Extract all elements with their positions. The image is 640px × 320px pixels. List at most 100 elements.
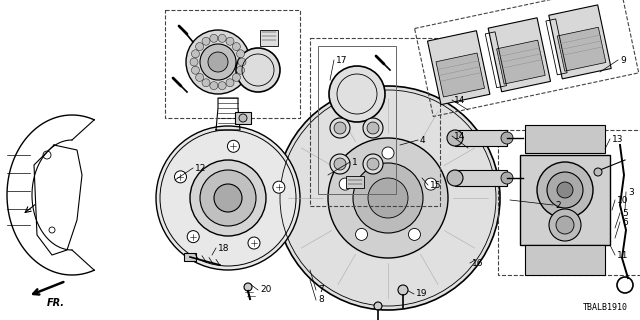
Circle shape xyxy=(208,52,228,72)
Text: 8: 8 xyxy=(318,295,324,305)
Circle shape xyxy=(276,86,500,310)
Circle shape xyxy=(363,118,383,138)
Circle shape xyxy=(210,82,218,90)
Circle shape xyxy=(214,184,242,212)
Circle shape xyxy=(200,44,236,80)
Polygon shape xyxy=(548,5,611,79)
Bar xyxy=(498,130,640,275)
Text: 14: 14 xyxy=(454,95,465,105)
Circle shape xyxy=(236,48,280,92)
Text: 20: 20 xyxy=(260,285,271,294)
Polygon shape xyxy=(184,253,196,261)
Text: 6: 6 xyxy=(622,218,628,227)
Circle shape xyxy=(202,79,210,87)
Bar xyxy=(520,155,610,245)
Circle shape xyxy=(367,122,379,134)
Circle shape xyxy=(200,170,256,226)
Circle shape xyxy=(447,170,463,186)
Bar xyxy=(310,38,440,206)
Text: 9: 9 xyxy=(620,55,626,65)
Circle shape xyxy=(237,66,244,74)
Circle shape xyxy=(196,73,204,81)
Circle shape xyxy=(547,172,583,208)
Circle shape xyxy=(408,228,420,240)
Bar xyxy=(525,245,605,275)
Circle shape xyxy=(248,237,260,249)
Circle shape xyxy=(188,231,199,243)
Text: FR.: FR. xyxy=(47,298,65,308)
Bar xyxy=(455,170,507,186)
Text: 19: 19 xyxy=(416,290,428,299)
Circle shape xyxy=(237,50,244,58)
Circle shape xyxy=(330,154,350,174)
Bar xyxy=(318,46,396,194)
Circle shape xyxy=(190,58,198,66)
Circle shape xyxy=(398,285,408,295)
Circle shape xyxy=(232,73,241,81)
Text: 3: 3 xyxy=(628,188,634,196)
Circle shape xyxy=(594,168,602,176)
Circle shape xyxy=(368,178,408,218)
Text: 13: 13 xyxy=(612,134,623,143)
Bar xyxy=(346,176,364,188)
Circle shape xyxy=(232,43,241,51)
Circle shape xyxy=(273,181,285,193)
Circle shape xyxy=(353,163,423,233)
Text: 7: 7 xyxy=(318,285,324,294)
Circle shape xyxy=(196,43,204,51)
Polygon shape xyxy=(497,40,545,84)
Circle shape xyxy=(202,37,210,45)
Circle shape xyxy=(557,182,573,198)
Text: 18: 18 xyxy=(218,244,230,252)
Text: 17: 17 xyxy=(336,55,348,65)
Circle shape xyxy=(549,209,581,241)
Circle shape xyxy=(226,37,234,45)
Text: 14: 14 xyxy=(454,132,465,140)
Text: 16: 16 xyxy=(472,259,483,268)
Bar xyxy=(235,112,251,124)
Circle shape xyxy=(239,114,247,122)
Circle shape xyxy=(186,30,250,94)
Circle shape xyxy=(363,154,383,174)
Polygon shape xyxy=(557,27,606,71)
Text: 4: 4 xyxy=(420,135,426,145)
Circle shape xyxy=(501,132,513,144)
Circle shape xyxy=(191,66,200,74)
Circle shape xyxy=(447,130,463,146)
Bar xyxy=(455,130,507,146)
Circle shape xyxy=(210,34,218,42)
Bar xyxy=(415,0,639,116)
Polygon shape xyxy=(436,53,484,97)
Circle shape xyxy=(374,302,382,310)
Text: 11: 11 xyxy=(617,251,628,260)
Text: 10: 10 xyxy=(617,196,628,204)
Circle shape xyxy=(244,283,252,291)
Text: 5: 5 xyxy=(622,209,628,218)
Circle shape xyxy=(238,58,246,66)
Circle shape xyxy=(175,171,186,183)
Circle shape xyxy=(330,118,350,138)
Bar xyxy=(525,125,605,153)
Circle shape xyxy=(218,34,226,42)
Text: 2: 2 xyxy=(555,201,561,210)
Circle shape xyxy=(190,160,266,236)
Text: 12: 12 xyxy=(195,164,206,172)
Circle shape xyxy=(382,147,394,159)
Circle shape xyxy=(191,50,200,58)
Polygon shape xyxy=(428,31,490,105)
Circle shape xyxy=(367,158,379,170)
Circle shape xyxy=(328,138,448,258)
Circle shape xyxy=(329,66,385,122)
Circle shape xyxy=(537,162,593,218)
Text: TBALB1910: TBALB1910 xyxy=(583,303,628,312)
Circle shape xyxy=(218,82,226,90)
Circle shape xyxy=(425,178,436,190)
Circle shape xyxy=(556,216,574,234)
Circle shape xyxy=(334,158,346,170)
Bar xyxy=(165,10,300,118)
Circle shape xyxy=(156,126,300,270)
Circle shape xyxy=(339,178,351,190)
Circle shape xyxy=(334,122,346,134)
Circle shape xyxy=(43,151,51,159)
Circle shape xyxy=(49,227,55,233)
